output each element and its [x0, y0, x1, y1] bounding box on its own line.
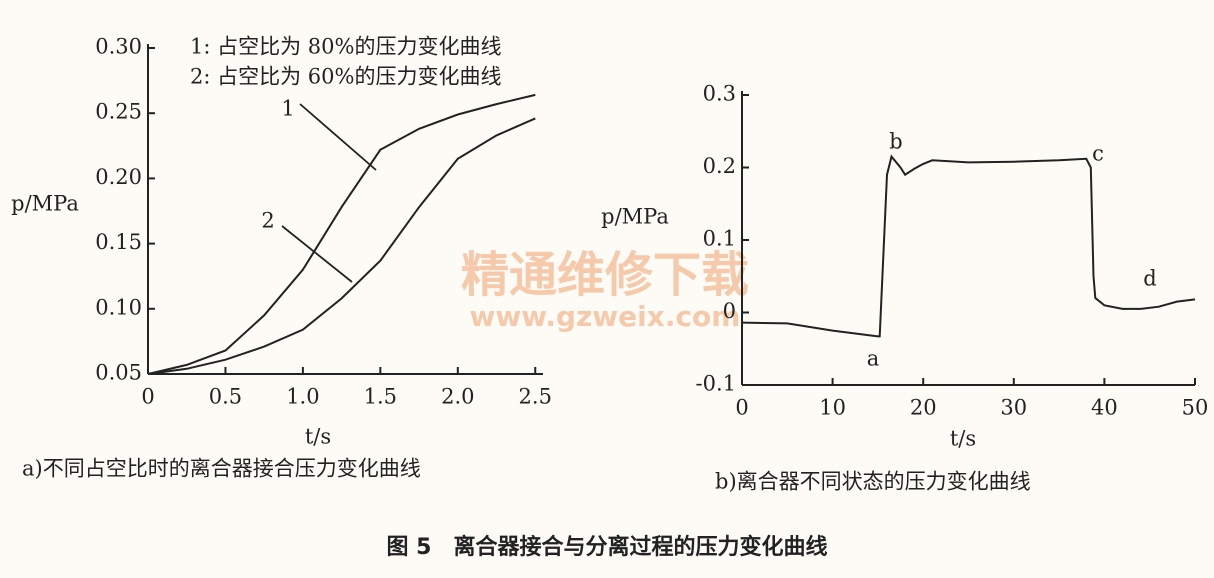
y-tick-label: 0.05: [95, 361, 142, 385]
y-axis-label: p/MPa: [11, 192, 79, 216]
x-tick-label: 1.0: [286, 385, 319, 409]
x-tick-label: 2.5: [519, 385, 552, 409]
x-axis-label: t/s: [950, 427, 976, 451]
x-tick-label: 1.5: [364, 385, 397, 409]
chart-subtitle: b)离合器不同状态的压力变化曲线: [715, 470, 1031, 494]
y-axis-label: p/MPa: [601, 205, 669, 229]
x-tick-label: 50: [1182, 396, 1209, 420]
leader-line: [299, 103, 377, 171]
annotation: b: [889, 130, 902, 154]
x-tick-label: 2.0: [441, 385, 474, 409]
annotation: 1: [281, 97, 294, 121]
y-tick-label: -0.1: [696, 372, 737, 396]
y-tick-label: 0.3: [703, 82, 736, 106]
annotation: c: [1092, 142, 1104, 166]
leader-line: [281, 225, 353, 283]
y-tick-label: 0.10: [95, 295, 142, 319]
data-line: [741, 154, 1196, 338]
x-tick-label: 0: [141, 385, 154, 409]
y-tick-label: 0.30: [95, 35, 142, 59]
chart-subtitle: a)不同占空比时的离合器接合压力变化曲线: [22, 457, 421, 481]
x-tick-label: 0.5: [209, 385, 242, 409]
x-tick-label: 20: [910, 396, 937, 420]
x-tick-label: 0: [735, 396, 748, 420]
y-tick-label: 0.1: [703, 227, 736, 251]
y-tick-label: 0.2: [703, 154, 736, 178]
figure-caption: 图 5 离合器接合与分离过程的压力变化曲线: [387, 534, 828, 560]
annotation: 2: [261, 209, 274, 233]
y-tick-label: 0.20: [95, 165, 142, 189]
x-tick-label: 30: [1000, 396, 1027, 420]
legend-entry: 1: 占空比为 80%的压力变化曲线: [190, 35, 501, 59]
x-axis-label: t/s: [305, 425, 331, 449]
watermark-url: www.gzweix.com: [470, 300, 741, 333]
y-tick-label: 0: [723, 299, 736, 323]
data-line: [147, 93, 536, 375]
legend-entry: 2: 占空比为 60%的压力变化曲线: [190, 65, 501, 89]
x-tick-label: 40: [1091, 396, 1118, 420]
data-line: [147, 117, 536, 375]
y-tick-label: 0.25: [95, 100, 142, 124]
y-tick-label: 0.15: [95, 230, 142, 254]
x-tick-label: 10: [819, 396, 846, 420]
watermark-title: 精通维修下载: [461, 247, 749, 303]
annotation: d: [1143, 267, 1156, 291]
annotation: a: [867, 347, 880, 371]
